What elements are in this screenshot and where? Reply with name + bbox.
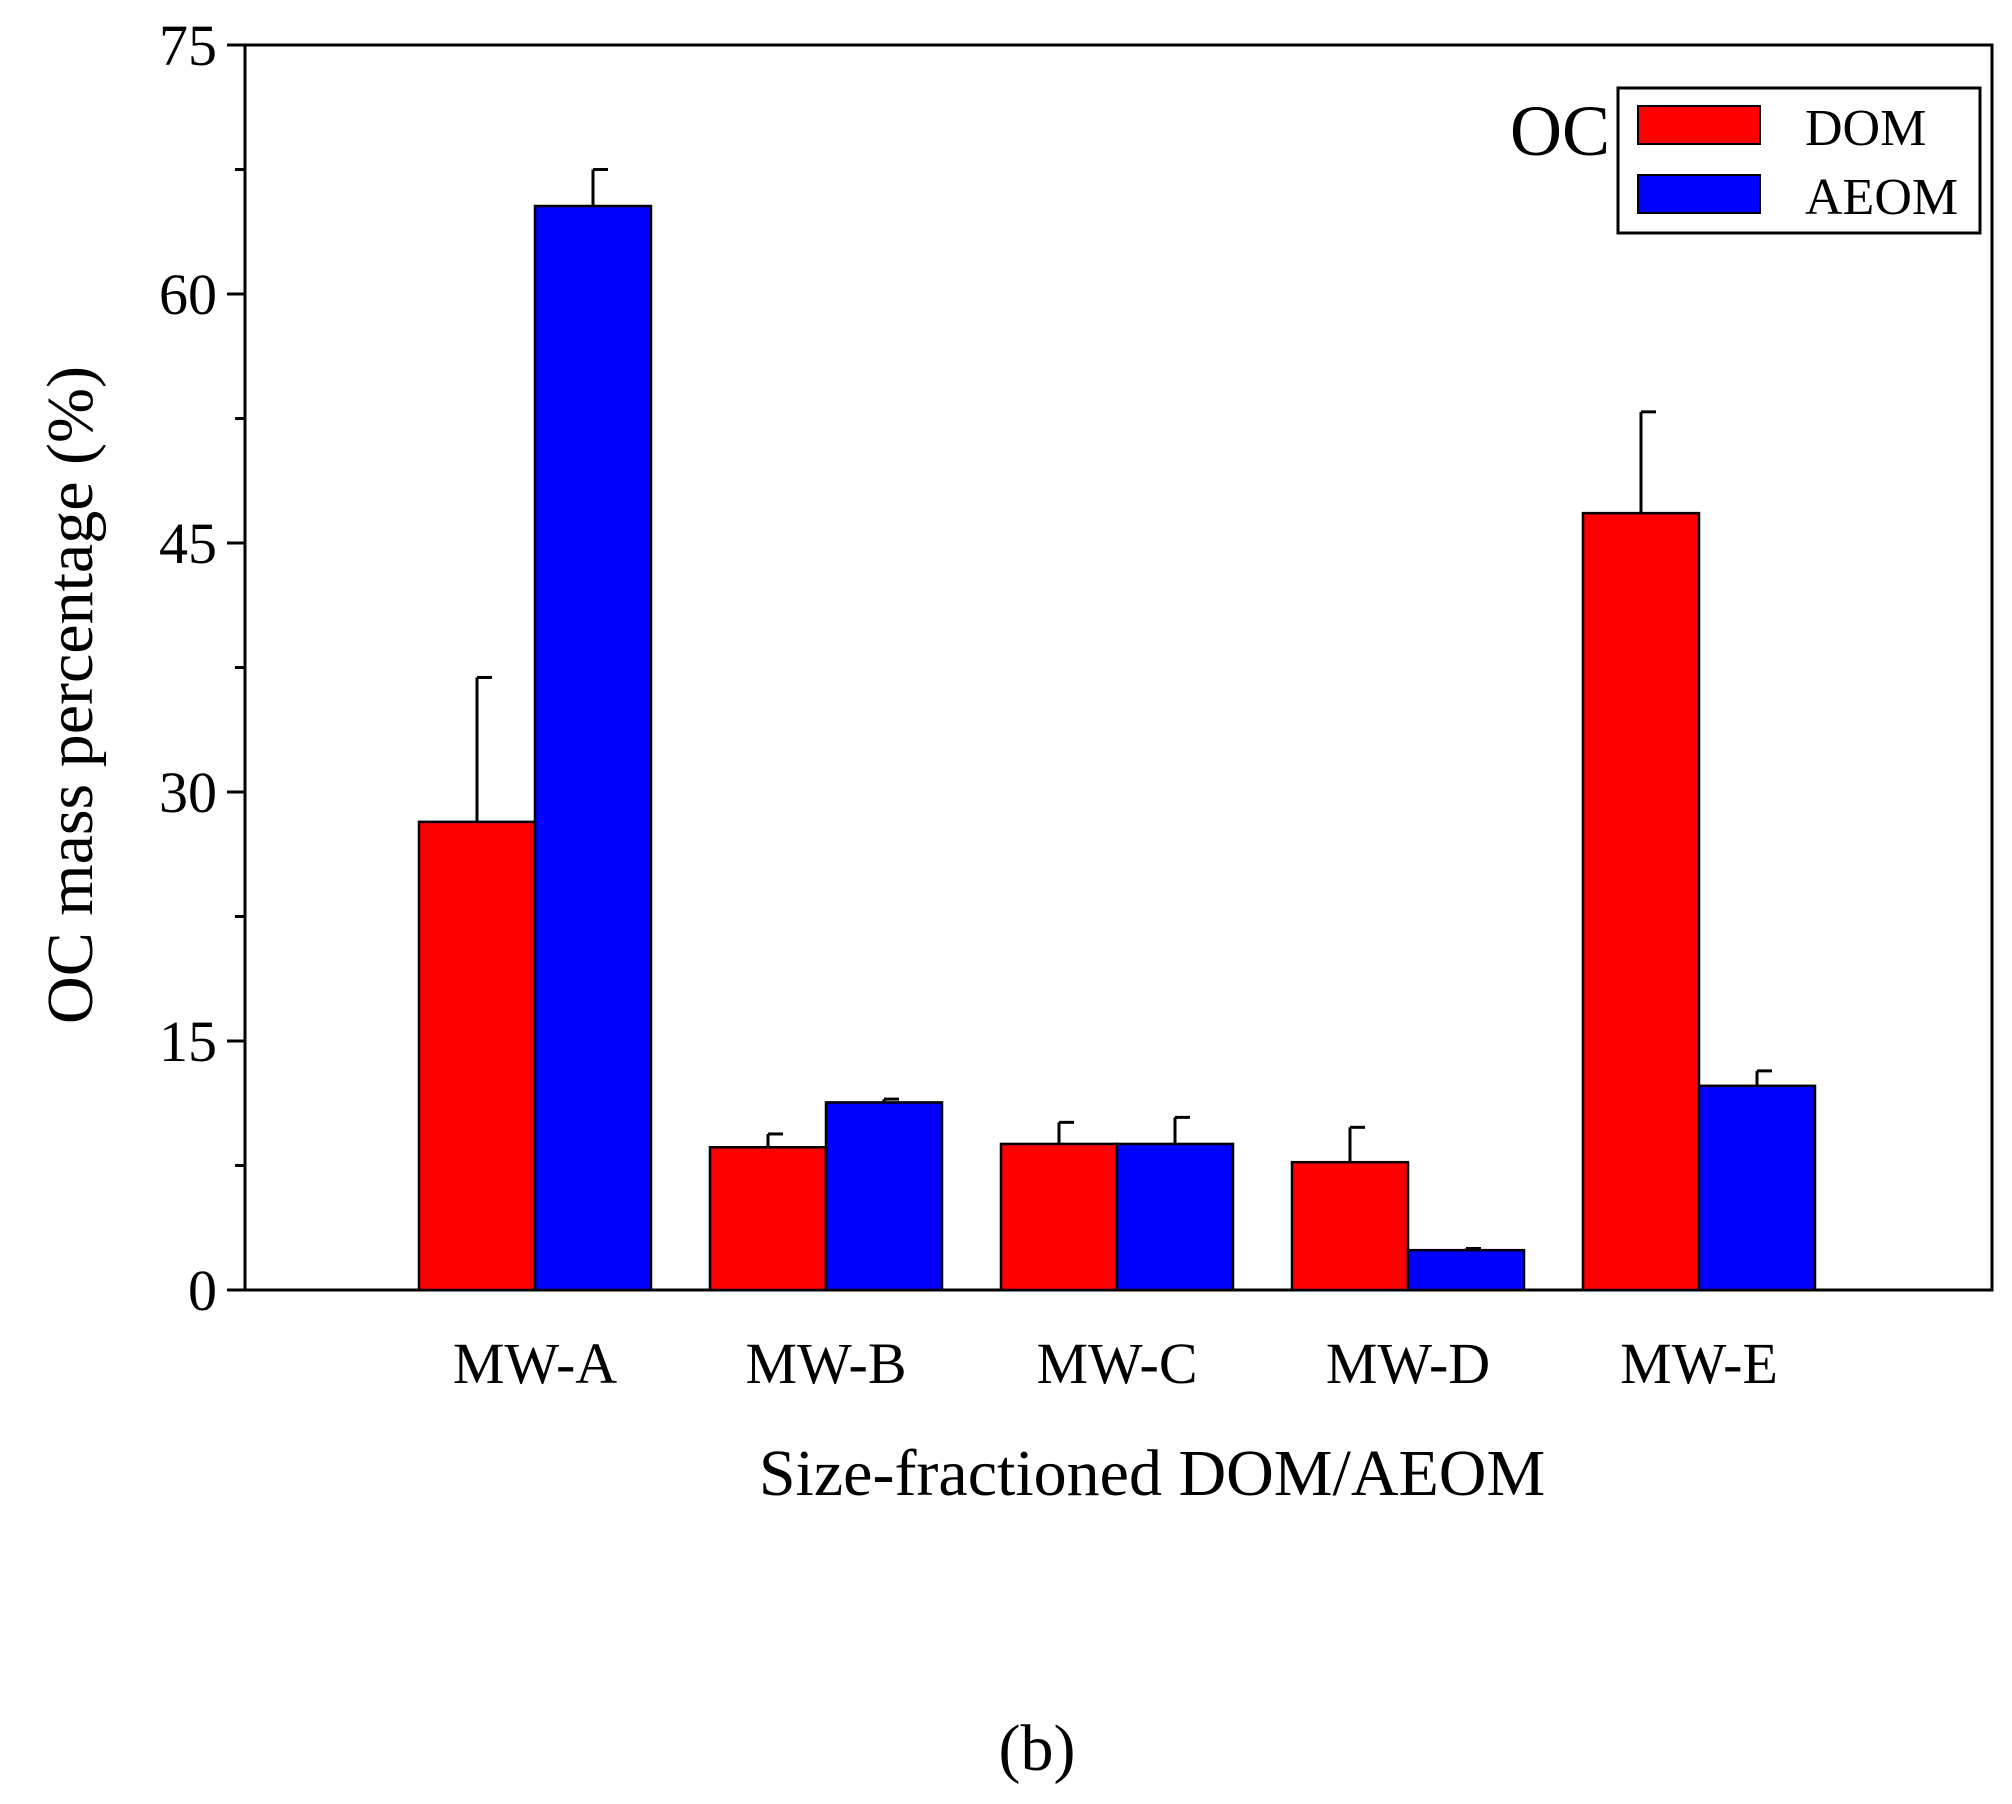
y-tick-label: 0	[188, 1258, 217, 1323]
bar-series	[417, 204, 1817, 1292]
bar-dom-mw-b	[708, 1145, 828, 1292]
bar-aeom-mw-a	[533, 204, 653, 1292]
y-tick-label: 30	[159, 760, 217, 825]
x-tick-label-mw-c: MW-C	[1036, 1331, 1197, 1396]
bar-aeom-mw-c	[1115, 1142, 1235, 1292]
panel-letter: (b)	[999, 1712, 1076, 1785]
panel-tag: OC	[1510, 91, 1610, 171]
bar-dom-mw-d	[1290, 1160, 1410, 1292]
legend-swatch-aeom	[1637, 174, 1761, 214]
bar-aeom-mw-d	[1406, 1248, 1526, 1292]
error-bars	[475, 168, 1772, 1251]
x-tick-label-mw-e: MW-E	[1620, 1331, 1778, 1396]
x-tick-labels: MW-A MW-B MW-C MW-D MW-E	[453, 1331, 1778, 1396]
y-tick-label: 15	[159, 1009, 217, 1074]
y-tick-label: 60	[159, 262, 217, 327]
bar-dom-mw-e	[1581, 511, 1701, 1292]
legend-label-aeom: AEOM	[1805, 169, 1958, 226]
legend-label-dom: DOM	[1805, 100, 1926, 157]
x-tick-label-mw-b: MW-B	[745, 1331, 906, 1396]
x-tick-label-mw-d: MW-D	[1326, 1331, 1490, 1396]
y-tick-label: 75	[159, 13, 217, 78]
bar-aeom-mw-b	[824, 1101, 944, 1292]
bar-dom-mw-c	[999, 1142, 1119, 1292]
y-axis-title: OC mass percentage (%)	[34, 366, 107, 1024]
y-tick-label: 45	[159, 511, 217, 576]
bar-dom-mw-a	[417, 820, 537, 1292]
x-tick-label-mw-a: MW-A	[453, 1331, 617, 1396]
legend-swatch-dom	[1637, 105, 1761, 145]
legend: DOM AEOM	[1616, 86, 1982, 235]
x-axis-title: Size-fractioned DOM/AEOM	[759, 1437, 1545, 1510]
y-axis-ticks: 0 15 30 45 60 75	[159, 13, 245, 1323]
bar-aeom-mw-e	[1697, 1084, 1817, 1292]
